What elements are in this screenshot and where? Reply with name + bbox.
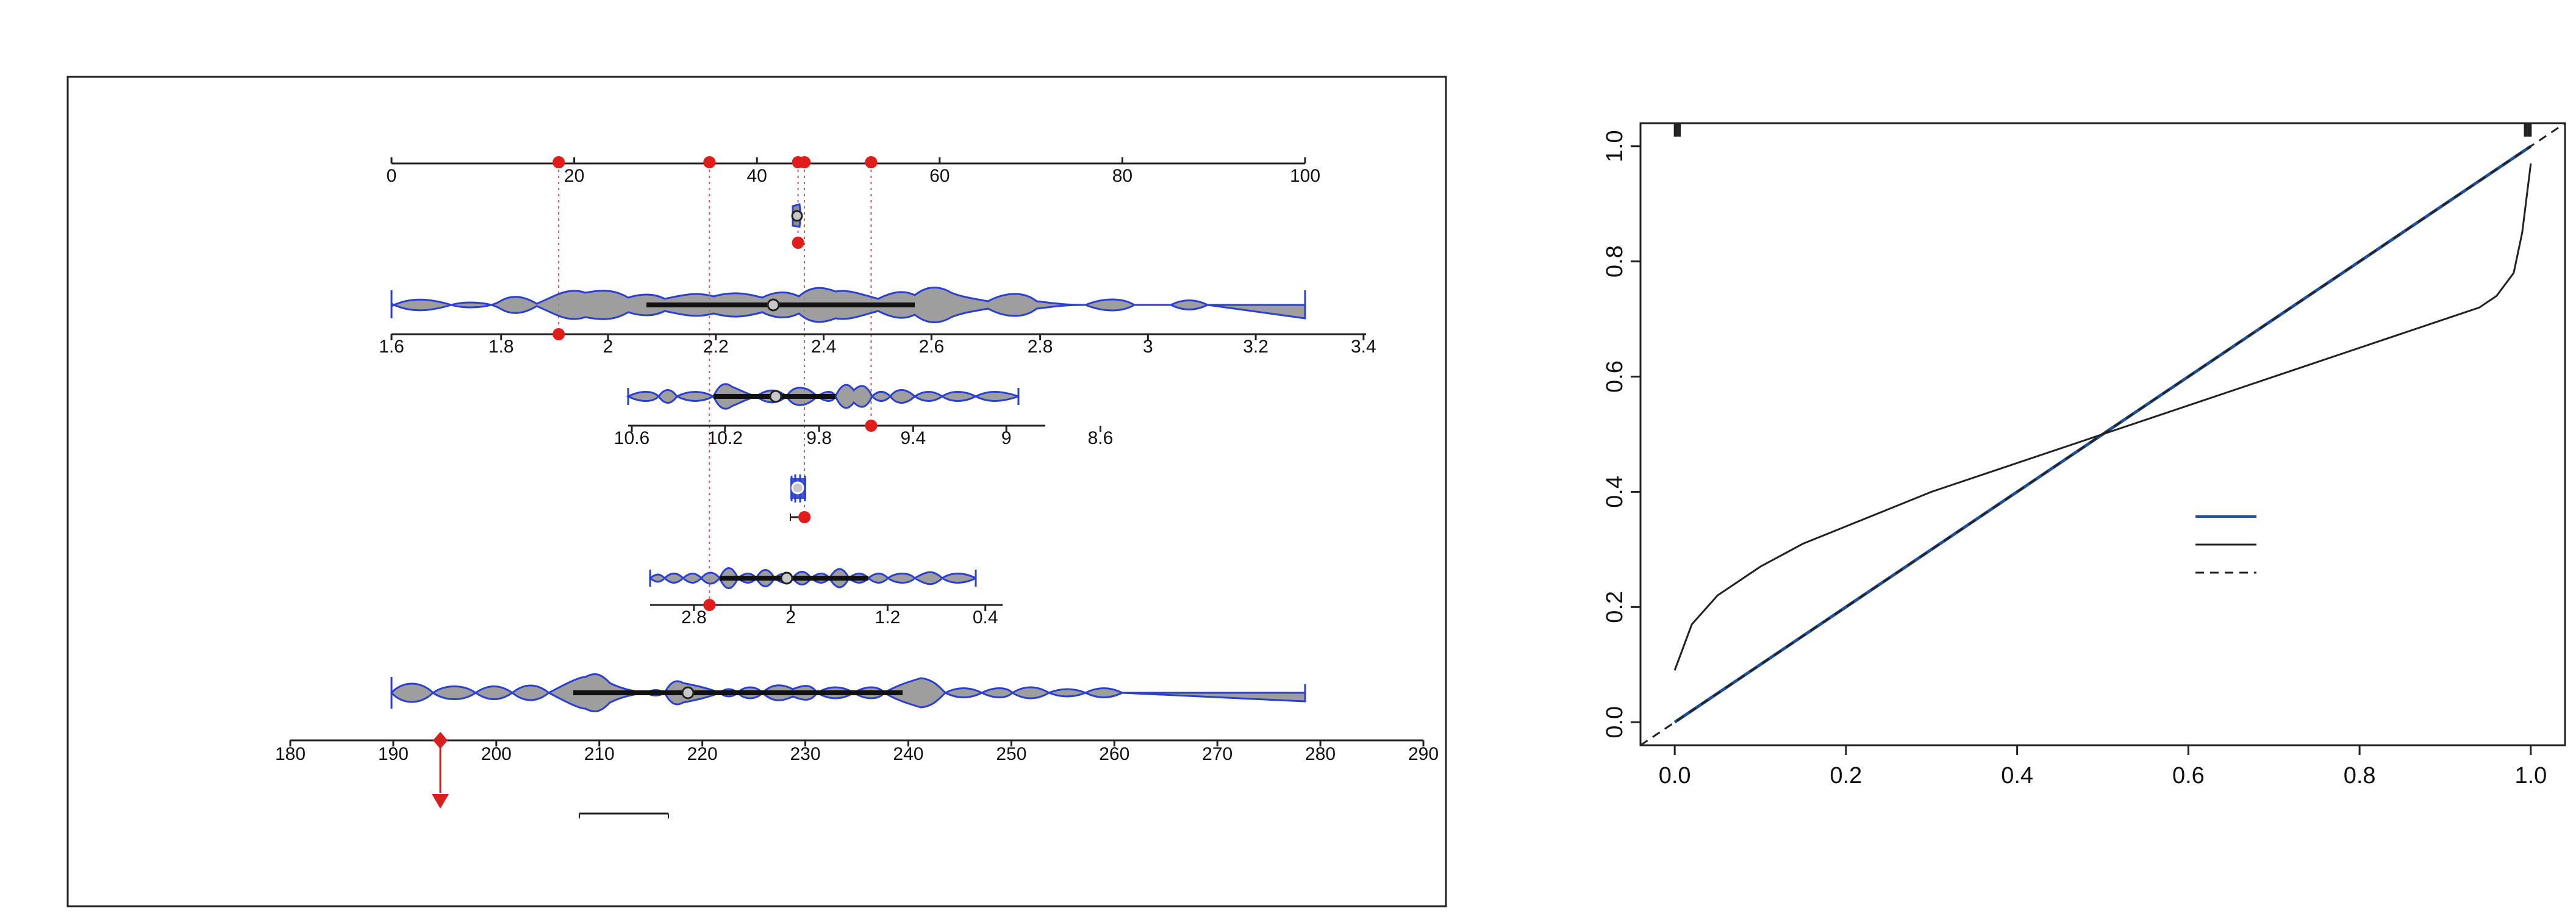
total-points-tick-label-10: 280	[1305, 744, 1336, 764]
panel-a-frame	[66, 76, 1447, 907]
points-marker-4	[865, 156, 878, 168]
points-marker-3	[798, 156, 811, 168]
variable-marker-0	[553, 328, 565, 340]
stx11-tick-label-8: 3.2	[1243, 337, 1268, 357]
stx11-tick-label-3: 2.2	[703, 337, 729, 357]
points-marker-1	[703, 156, 716, 168]
stx11-tick-label-0: 1.6	[379, 337, 404, 357]
dis3l-tick-label-3: 0.4	[973, 607, 998, 628]
stx11-tick-label-7: 3	[1143, 337, 1153, 357]
sdc1-tick-label-5: 8.6	[1088, 428, 1114, 448]
total-points-tick-label-3: 210	[584, 744, 615, 764]
dis3l-tick-label-2: 1.2	[875, 607, 901, 628]
variable-marker-3	[798, 511, 811, 523]
calibration-axes: 0.0 0.2 0.4 0.6 0.8 1.0 0.0 0.2 0.4 0.6 0.8 1.0	[1602, 130, 2547, 789]
sdc1-tick-label-4: 9	[1001, 428, 1012, 448]
dis3l-tick-label-0: 2.8	[681, 607, 707, 628]
stx11-row: 1.6 1.8 2 2.2 2.4 2.6 2.8 3 3.2 3.4	[379, 286, 1376, 357]
points-axis: 0 20 40 60 80 100	[387, 157, 1320, 186]
y-tick-label-1: 0.2	[1602, 591, 1628, 623]
calibration-plot-frame	[1639, 122, 2566, 746]
points-tick-label-4: 80	[1112, 166, 1132, 186]
y-tick-label-3: 0.6	[1602, 360, 1628, 393]
observation-points	[553, 156, 878, 611]
total-points-tick-label-1: 190	[378, 744, 409, 764]
probability-axis	[579, 812, 669, 818]
total-points-tick-label-11: 290	[1408, 744, 1439, 764]
sdc1-tick-label-2: 9.8	[806, 428, 832, 448]
y-tick-label-5: 1.0	[1602, 130, 1628, 162]
stx11-tick-label-5: 2.6	[918, 337, 944, 357]
points-tick-label-1: 20	[564, 166, 584, 186]
x-tick-label-3: 0.6	[2172, 763, 2205, 789]
calibration-lines	[1640, 122, 2566, 746]
stx11-tick-label-1: 1.8	[488, 337, 514, 357]
variable-marker-4	[865, 420, 878, 432]
y-tick-label-4: 0.8	[1602, 245, 1628, 277]
series-bias-corrected-line	[1673, 163, 2532, 671]
panel-a: 0 20 40 60 80 100 1.6 1.8 2 2.2 2.4 2.6 2.8 3 3.2 3.4	[66, 76, 1447, 907]
total-points-marker	[432, 732, 449, 809]
points-tick-label-5: 100	[1290, 166, 1320, 186]
total-points-tick-label-0: 180	[275, 744, 306, 764]
total-points-tick-label-7: 250	[996, 744, 1026, 764]
points-marker-0	[553, 156, 565, 168]
points-tick-label-2: 40	[747, 166, 767, 186]
guide-lines	[558, 163, 872, 605]
dis3l-tick-label-1: 2	[785, 607, 796, 628]
x-tick-label-5: 1.0	[2514, 763, 2547, 789]
stx11-tick-label-2: 2	[603, 337, 614, 357]
y-tick-label-0: 0.0	[1602, 706, 1628, 739]
variable-marker-1	[703, 599, 716, 611]
exosc7-row	[790, 474, 806, 521]
sdc1-row: 10.6 10.2 9.8 9.4 9 8.6	[614, 383, 1114, 448]
dis3l-row: 2.8 2 1.2 0.4	[648, 567, 1003, 628]
x-tick-label-1: 0.2	[1830, 763, 1862, 789]
points-tick-label-3: 60	[929, 166, 950, 186]
total-points-tick-label-5: 230	[790, 744, 821, 764]
panel-b: 0.0 0.2 0.4 0.6 0.8 1.0 0.0 0.2 0.4 0.6 0.8 1.0	[1602, 122, 2566, 789]
stx11-tick-label-6: 2.8	[1028, 337, 1053, 357]
y-tick-label-2: 0.4	[1602, 476, 1628, 508]
variable-marker-2	[792, 237, 804, 249]
sdc1-tick-label-3: 9.4	[900, 428, 926, 448]
probability-arrow	[432, 794, 449, 809]
sdc1-tick-label-1: 10.2	[707, 428, 743, 448]
points-tick-label-0: 0	[387, 166, 397, 186]
total-points-tick-label-6: 240	[893, 744, 923, 764]
x-tick-label-2: 0.4	[2001, 763, 2033, 789]
legend	[2195, 515, 2256, 574]
x-tick-label-0: 0.0	[1659, 763, 1691, 789]
stx11-tick-label-4: 2.4	[811, 337, 837, 357]
total-points-tick-label-8: 260	[1099, 744, 1129, 764]
x-tick-label-4: 0.8	[2344, 763, 2376, 789]
total-points-row: 180 190 200 210 220 230 240 250 260 270 280 290	[275, 673, 1439, 764]
rug-ticks	[1673, 123, 2532, 137]
total-points-tick-label-9: 270	[1202, 744, 1233, 764]
series-ideal-line	[1640, 122, 2566, 746]
sdc1-tick-label-0: 10.6	[614, 428, 649, 448]
total-points-tick-label-4: 220	[687, 744, 718, 764]
total-points-tick-label-2: 200	[481, 744, 512, 764]
stx11-tick-label-9: 3.4	[1351, 337, 1376, 357]
